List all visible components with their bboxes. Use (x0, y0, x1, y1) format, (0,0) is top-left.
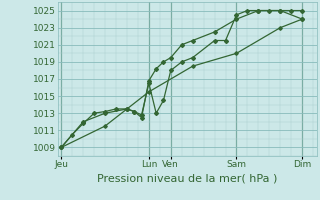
X-axis label: Pression niveau de la mer( hPa ): Pression niveau de la mer( hPa ) (97, 173, 277, 183)
